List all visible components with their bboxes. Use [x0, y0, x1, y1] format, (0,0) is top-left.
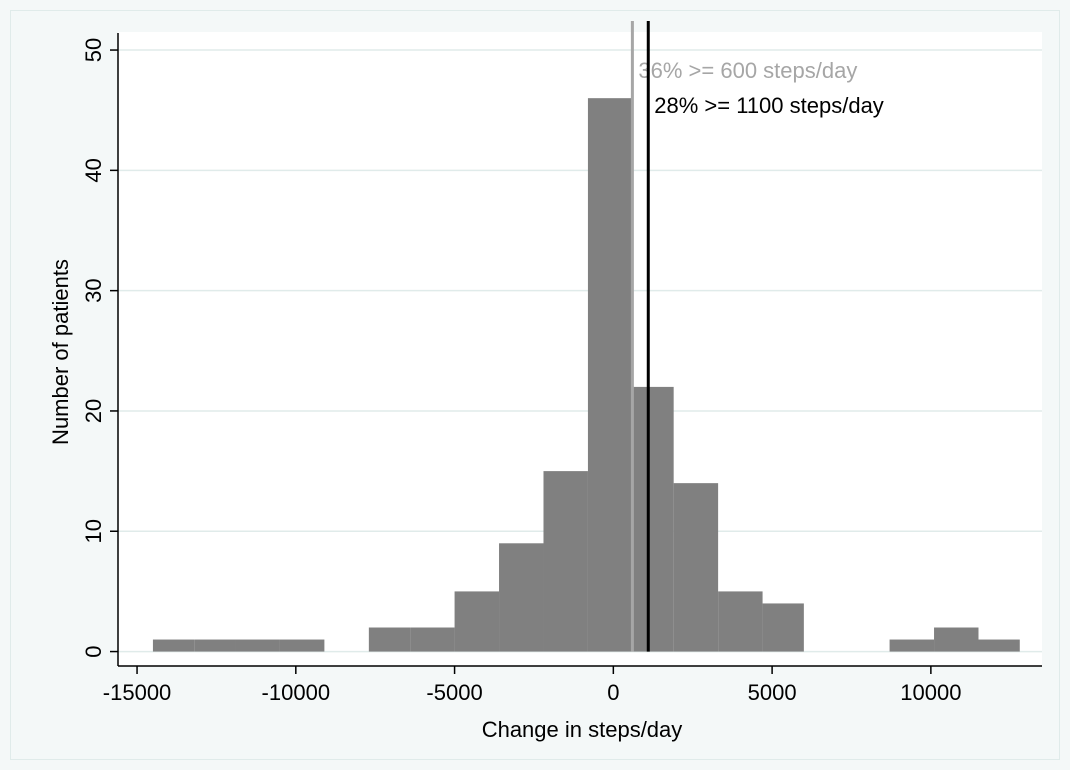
reference-line-label-1: 28% >= 1100 steps/day: [654, 93, 884, 118]
x-axis-title: Change in steps/day: [482, 717, 683, 742]
histogram-bars: [152, 98, 1020, 652]
x-tick-label--15000: -15000: [103, 680, 172, 705]
histogram-bar-15: [934, 627, 979, 652]
axes: [110, 33, 1042, 674]
histogram-bar-5: [410, 627, 455, 652]
tick-labels: 0 10 20 30 40 50 -15000 -10000 -5000 0 5000 10000: [81, 38, 961, 705]
histogram-bar-2: [235, 639, 280, 652]
y-tick-label-30: 30: [81, 278, 106, 302]
x-tick-label-0: 0: [607, 680, 619, 705]
y-tick-label-20: 20: [81, 399, 106, 423]
y-tick-label-50: 50: [81, 38, 106, 62]
histogram-bar-16: [978, 639, 1020, 652]
x-tick-label-5000: 5000: [748, 680, 797, 705]
reference-line-label-0: 36% >= 600 steps/day: [638, 58, 857, 83]
histogram-bar-12: [718, 591, 763, 652]
histogram-bar-9: [587, 98, 633, 652]
reference-lines: 36% >= 600 steps/day 28% >= 1100 steps/da…: [630, 21, 884, 652]
chart-outer-frame: [10, 10, 1060, 760]
histogram-bar-10: [632, 386, 674, 652]
histogram-bar-6: [454, 591, 500, 652]
histogram-bar-3: [279, 639, 325, 652]
histogram-bar-4: [368, 627, 411, 652]
y-axis-title: Number of patients: [48, 259, 73, 445]
histogram-bar-8: [543, 471, 588, 652]
histogram-bar-11: [673, 483, 719, 652]
histogram-bar-1: [194, 639, 236, 652]
y-tick-label-0: 0: [81, 645, 106, 657]
y-tick-label-40: 40: [81, 158, 106, 182]
histogram-bar-14: [889, 639, 935, 652]
x-tick-label-10000: 10000: [900, 680, 961, 705]
histogram-bar-13: [762, 603, 804, 652]
histogram-bar-0: [152, 639, 195, 652]
histogram-bar-7: [499, 543, 544, 652]
x-tick-label--5000: -5000: [426, 680, 482, 705]
y-tick-label-10: 10: [81, 519, 106, 543]
x-tick-label--10000: -10000: [262, 680, 331, 705]
